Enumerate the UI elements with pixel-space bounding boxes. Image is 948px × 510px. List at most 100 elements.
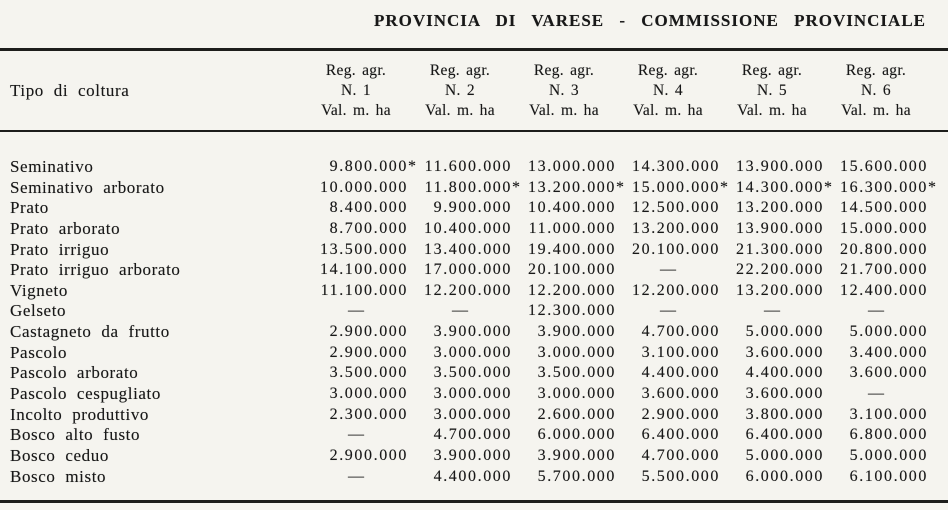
- value-cell: 8.700.000: [329, 219, 408, 237]
- column-header-line: Val. m. ha: [321, 101, 391, 119]
- column-header-line: Val. m. ha: [633, 101, 703, 119]
- value-cell: 13.200.000: [736, 281, 824, 299]
- row-label: Gelseto: [10, 301, 67, 321]
- row-label: Seminativo arborato: [10, 177, 165, 197]
- value-cell: 20.100.000: [528, 261, 616, 279]
- value-cell: 5.700.000: [537, 467, 616, 485]
- value-cell: 2.900.000: [329, 343, 408, 361]
- value-cell: 2.900.000: [329, 446, 408, 464]
- value-cell: 10.000.000: [320, 178, 408, 196]
- column-header-line: Reg. agr.: [637, 61, 699, 79]
- value-cell: 2.900.000: [641, 405, 720, 423]
- value-cell: 3.100.000: [641, 343, 720, 361]
- value-cell: 11.800.000*: [424, 178, 520, 196]
- value-cell: 15.600.000: [840, 158, 928, 175]
- value-cell: 21.300.000: [736, 240, 824, 258]
- value-cell: 12.400.000: [840, 281, 928, 299]
- table-row: Prato arborato 8.700.000 10.400.000 11.000.…: [8, 219, 928, 240]
- value-cell: 5.500.000: [641, 467, 720, 485]
- value-cell: 20.800.000: [840, 240, 928, 258]
- table-row: Prato irriguo arborato 14.100.000 17.000.0…: [8, 260, 928, 281]
- column-header: Reg. agr. N. 3 Val. m. ha: [512, 61, 616, 121]
- value-cell: 2.900.000: [329, 323, 408, 341]
- value-cell: —: [868, 302, 884, 320]
- value-cell: 12.200.000: [424, 281, 512, 299]
- value-cell: 4.700.000: [641, 323, 720, 341]
- value-cell: 3.000.000: [433, 343, 512, 361]
- row-label: Prato irriguo arborato: [10, 260, 181, 280]
- value-cell: 5.000.000: [745, 446, 824, 464]
- value-cell: 3.100.000: [849, 405, 928, 423]
- column-header-line: Val. m. ha: [737, 101, 807, 119]
- value-cell: 22.200.000: [736, 261, 824, 279]
- value-cell: 17.000.000: [424, 261, 512, 279]
- value-cell: 14.100.000: [320, 261, 408, 279]
- table-row: Pascolo arborato 3.500.000 3.500.000 3.500.…: [8, 363, 928, 384]
- value-cell: 3.000.000: [329, 385, 408, 403]
- value-cell: 13.200.000: [632, 219, 720, 237]
- value-cell: 11.600.000: [424, 158, 512, 175]
- column-header: Reg. agr. N. 1 Val. m. ha: [304, 61, 408, 121]
- value-cell: 3.900.000: [433, 446, 512, 464]
- value-cell: 5.000.000: [745, 323, 824, 341]
- value-cell: 13.900.000: [736, 219, 824, 237]
- value-cell: 15.000.000: [840, 219, 928, 237]
- value-cell: 12.500.000: [632, 199, 720, 217]
- row-label: Prato irriguo: [10, 239, 110, 259]
- value-cell: —: [348, 302, 364, 320]
- column-header: Reg. agr. N. 5 Val. m. ha: [720, 61, 824, 121]
- value-cell: 3.600.000: [641, 385, 720, 403]
- column-header-line: N. 5: [757, 81, 787, 99]
- table-row: Prato irriguo 13.500.000 13.400.000 19.400.…: [8, 240, 928, 261]
- value-cell: 10.400.000: [424, 219, 512, 237]
- value-cell: 4.400.000: [641, 364, 720, 382]
- page-title: PROVINCIA DI VARESE - COMMISSIONE PROVIN…: [373, 11, 926, 30]
- value-cell: 3.600.000: [745, 385, 824, 403]
- value-cell: 3.500.000: [433, 364, 512, 382]
- row-label: Prato arborato: [10, 218, 121, 238]
- column-header-line: Reg. agr.: [325, 61, 387, 79]
- value-cell: 3.000.000: [537, 343, 616, 361]
- value-cell: 6.400.000: [641, 426, 720, 444]
- value-cell: —: [868, 385, 884, 403]
- row-label: Prato: [10, 198, 49, 218]
- row-label: Pascolo: [10, 342, 68, 362]
- header-separator-rule: [0, 130, 948, 132]
- value-cell: 11.000.000: [528, 219, 616, 237]
- value-cell: 5.000.000: [849, 323, 928, 341]
- value-cell: 13.200.000*: [528, 178, 624, 196]
- value-cell: 3.900.000: [537, 446, 616, 464]
- table-row: Pascolo cespugliato 3.000.000 3.000.000 3.0…: [8, 384, 928, 405]
- value-cell: 6.800.000: [849, 426, 928, 444]
- value-cell: 5.000.000: [849, 446, 928, 464]
- table-row: Bosco alto fusto — 4.700.000 6.000.000 6.400…: [8, 425, 928, 446]
- table-header: Tipo di coltura Reg. agr. N. 1 Val. m. ha R…: [8, 51, 928, 130]
- value-cell: 6.400.000: [745, 426, 824, 444]
- value-cell: 12.200.000: [528, 281, 616, 299]
- column-header: Reg. agr. N. 2 Val. m. ha: [408, 61, 512, 121]
- table-row: Bosco misto — 4.400.000 5.700.000 5.500.000 6…: [8, 467, 928, 488]
- row-label: Seminativo: [10, 157, 94, 176]
- table-row: Gelseto — — 12.300.000 — — —: [8, 301, 928, 322]
- value-cell: 13.200.000: [736, 199, 824, 217]
- table-row: Incolto produttivo 2.300.000 3.000.000 2.60…: [8, 405, 928, 426]
- value-cell: 4.700.000: [433, 426, 512, 444]
- value-cell: 11.100.000: [320, 281, 408, 299]
- value-cell: 12.300.000: [528, 302, 616, 320]
- value-cell: 12.200.000: [632, 281, 720, 299]
- column-header-line: Reg. agr.: [845, 61, 907, 79]
- value-cell: 3.000.000: [537, 385, 616, 403]
- value-cell: —: [348, 467, 364, 485]
- value-cell: 9.900.000: [433, 199, 512, 217]
- column-header-line: Reg. agr.: [741, 61, 803, 79]
- value-cell: 6.000.000: [537, 426, 616, 444]
- value-cell: 3.800.000: [745, 405, 824, 423]
- table-row: Bosco ceduo 2.900.000 3.900.000 3.900.000 4.…: [8, 446, 928, 467]
- value-cell: 19.400.000: [528, 240, 616, 258]
- value-cell: 13.400.000: [424, 240, 512, 258]
- value-cell: 14.300.000: [632, 158, 720, 175]
- column-header-line: N. 2: [445, 81, 475, 99]
- value-cell: 3.900.000: [537, 323, 616, 341]
- value-cell: 3.500.000: [537, 364, 616, 382]
- row-label: Bosco ceduo: [10, 445, 109, 465]
